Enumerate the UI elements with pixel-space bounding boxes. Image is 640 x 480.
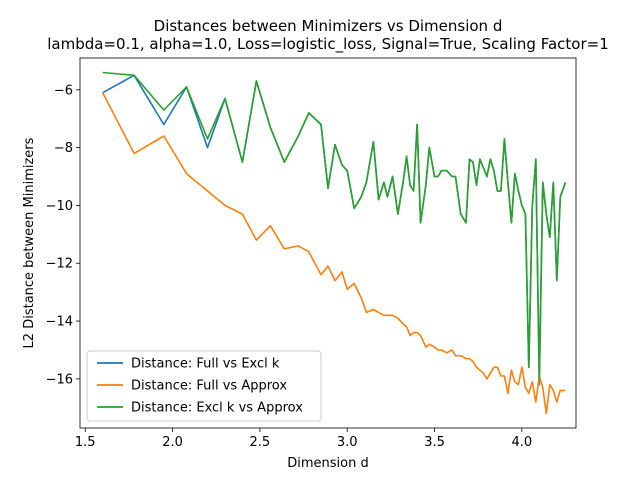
x-tick-label: 4.0 — [512, 435, 533, 450]
y-axis-label: L2 Distance between Minimizers — [22, 137, 37, 348]
y-tick-label: −16 — [46, 372, 73, 387]
x-tick-label: 3.5 — [424, 435, 445, 450]
chart-subtitle: lambda=0.1, alpha=1.0, Loss=logistic_los… — [47, 35, 609, 54]
x-axis-label: Dimension d — [287, 456, 369, 471]
y-tick-label: −6 — [54, 83, 73, 98]
y-tick-label: −10 — [46, 199, 73, 214]
y-tick-label: −12 — [46, 257, 73, 272]
plot-series-group — [101, 71, 567, 415]
x-tick-label: 2.0 — [162, 435, 183, 450]
legend: Distance: Full vs Excl k Distance: Full v… — [86, 350, 322, 422]
chart-title: Distances between Minimizers vs Dimensio… — [154, 17, 503, 35]
legend-label-1: Distance: Full vs Excl k — [131, 357, 280, 372]
y-tick-label: −14 — [46, 315, 73, 330]
legend-box — [86, 350, 322, 422]
x-tick-label: 2.5 — [250, 435, 271, 450]
x-tick-label: 3.0 — [337, 435, 358, 450]
y-tick-label: −8 — [54, 141, 73, 156]
plot-area-frame — [79, 57, 577, 429]
legend-label-3: Distance: Excl k vs Approx — [131, 401, 303, 416]
x-tick-label: 1.5 — [75, 435, 96, 450]
series-line-3 — [102, 71, 567, 380]
x-axis-ticks: 1.5 2.0 2.5 3.0 3.5 4.0 — [75, 428, 532, 450]
y-axis-ticks: −16 −14 −12 −10 −8 −6 — [46, 83, 80, 387]
legend-label-2: Distance: Full vs Approx — [131, 379, 287, 394]
series-line-2 — [101, 92, 566, 415]
